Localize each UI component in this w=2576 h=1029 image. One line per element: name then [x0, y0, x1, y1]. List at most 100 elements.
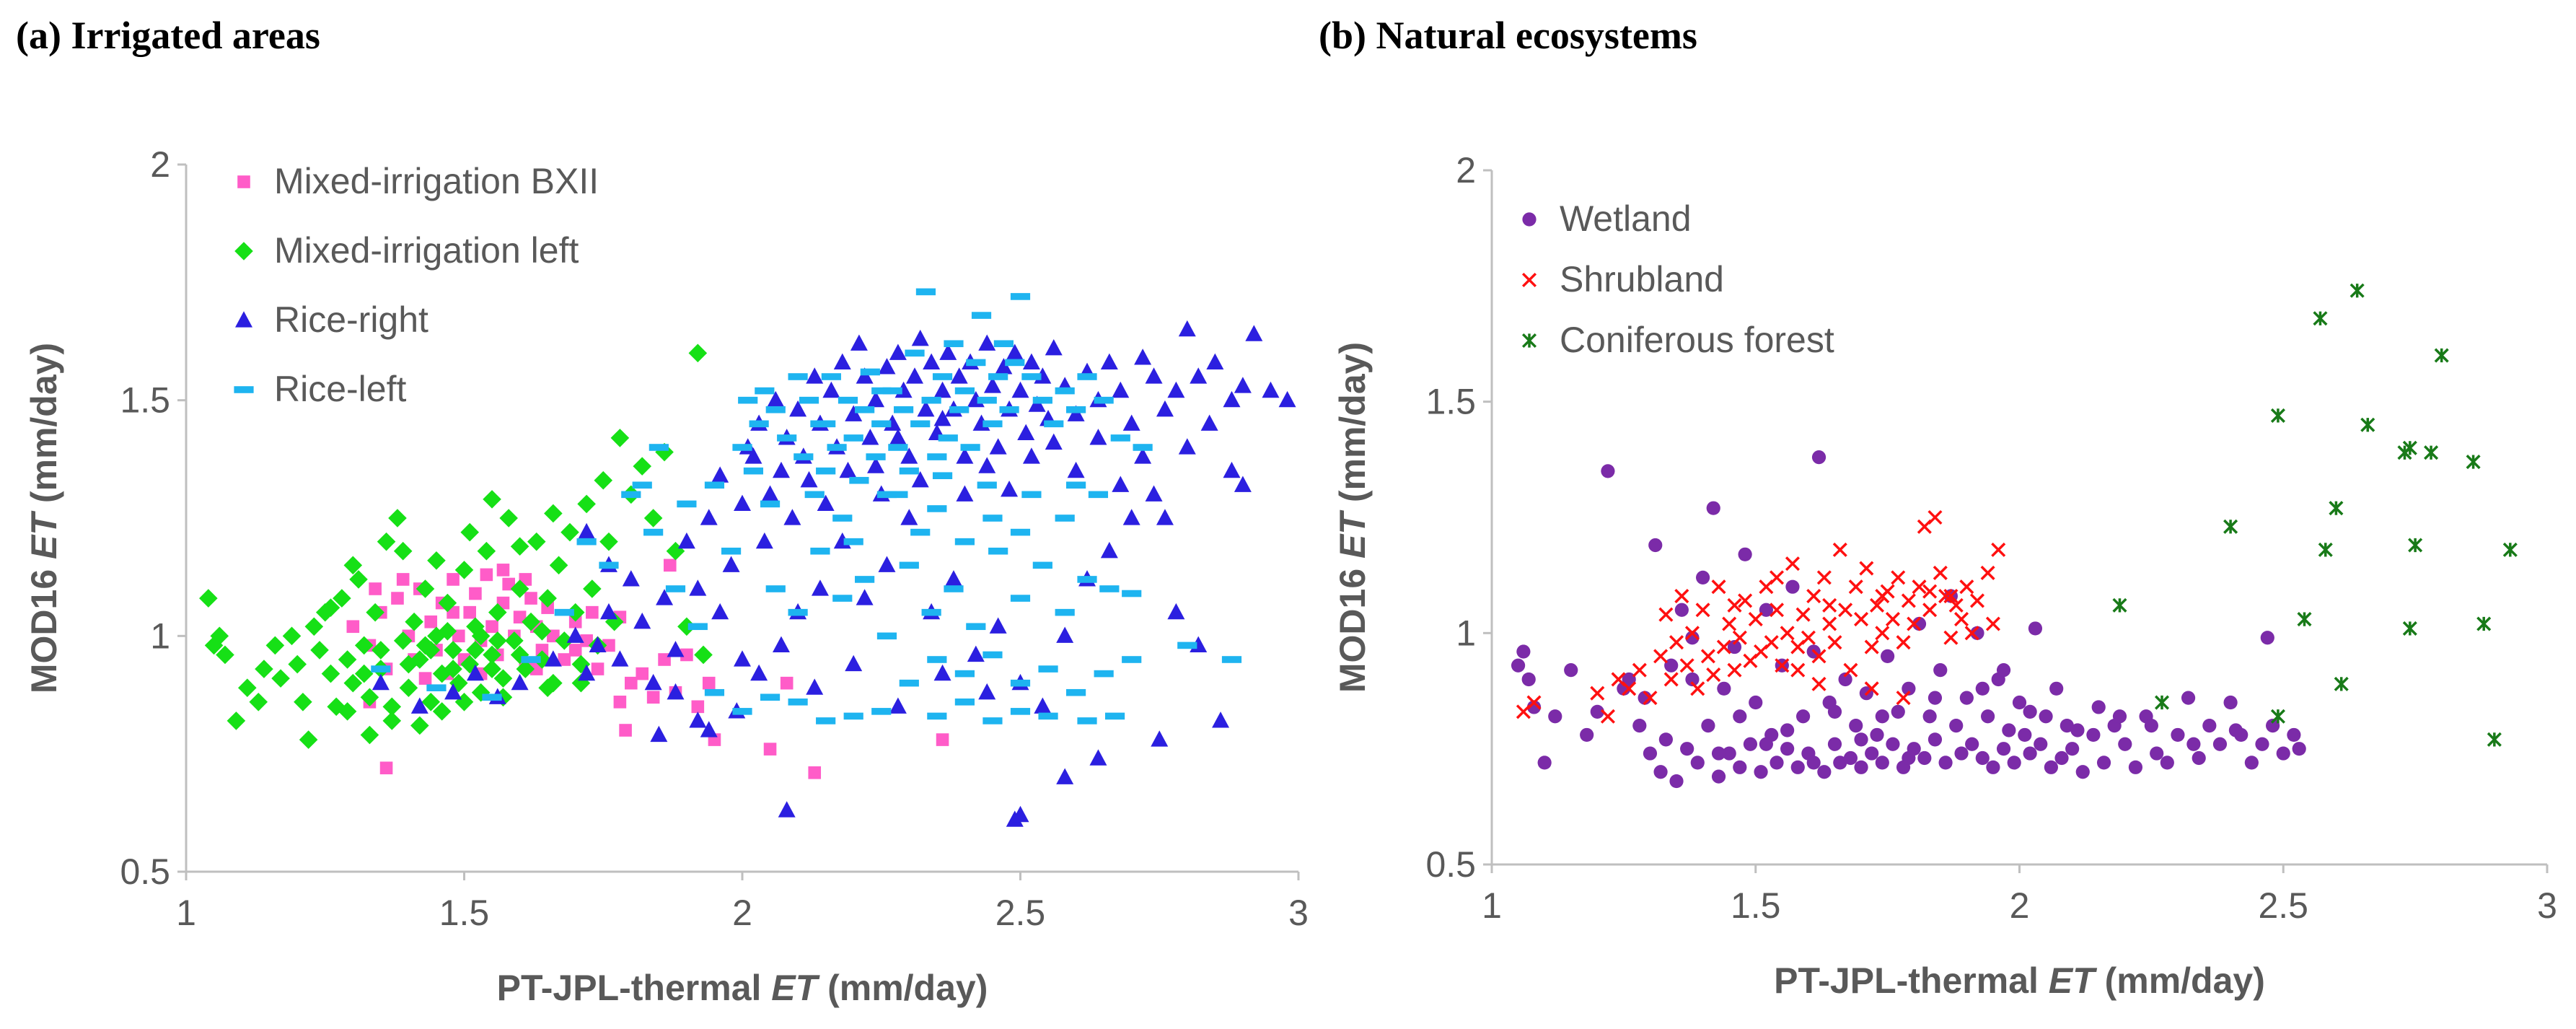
data-point: [780, 676, 794, 690]
data-point: [983, 377, 1001, 393]
data-point: [632, 481, 652, 489]
data-point: [1727, 597, 1742, 613]
data-point: [1975, 750, 1990, 766]
data-point: [966, 359, 986, 367]
data-point: [1156, 400, 1174, 417]
data-point: [1032, 396, 1052, 404]
data-point: [2039, 709, 2053, 724]
chart-natural-ecosystems: 0.511.521 1.5 2 2.5 3PT-JPL-thermal ET (mm/d…: [1332, 150, 2557, 1001]
data-point: [1764, 635, 1779, 650]
data-point: [379, 761, 393, 775]
data-point: [1005, 359, 1025, 367]
data-point: [1864, 639, 1879, 654]
data-point: [667, 641, 685, 657]
data-point: [2023, 704, 2037, 719]
data-point: [755, 532, 773, 549]
data-point: [772, 636, 790, 652]
data-point: [321, 598, 340, 617]
data-point: [1886, 737, 1900, 751]
y-axis-title: MOD16 ET (mm/day): [1332, 342, 1373, 693]
data-point: [749, 420, 769, 428]
data-point: [750, 664, 768, 681]
data-point: [1664, 658, 1679, 673]
data-point: [343, 673, 363, 693]
data-point: [633, 457, 652, 476]
data-point: [1006, 343, 1024, 360]
data-point: [1648, 538, 1663, 553]
data-point: [822, 381, 840, 398]
data-point: [2329, 501, 2344, 516]
data-point: [388, 509, 407, 527]
data-point: [704, 688, 725, 696]
data-point: [265, 636, 285, 655]
data-point: [888, 444, 908, 451]
data-point: [438, 593, 457, 613]
data-point: [843, 538, 863, 546]
data-point: [1832, 542, 1847, 557]
data-point: [1669, 635, 1684, 650]
data-point: [876, 632, 897, 640]
data-point: [1854, 760, 1868, 774]
data-point: [1954, 612, 1969, 627]
data-point: [1262, 381, 1280, 398]
data-point: [794, 453, 814, 460]
data-point: [1907, 616, 1922, 631]
data-point: [738, 396, 758, 404]
data-point: [876, 491, 897, 499]
data-point: [1881, 649, 1895, 664]
data-point: [871, 708, 892, 715]
data-point: [204, 636, 224, 655]
data-point: [354, 664, 374, 683]
data-point: [346, 620, 360, 634]
data-point: [950, 367, 968, 384]
data-point: [755, 387, 775, 395]
data-point: [589, 636, 607, 652]
data-point: [625, 676, 638, 690]
data-point: [734, 650, 751, 667]
data-point: [1780, 626, 1795, 641]
data-point: [405, 612, 423, 631]
data-point: [452, 629, 465, 643]
data-point: [1722, 616, 1737, 631]
data-point: [432, 702, 452, 721]
data-point: [821, 373, 841, 380]
data-point: [510, 579, 529, 598]
data-point: [2144, 719, 2158, 733]
data-point: [1991, 542, 2006, 557]
data-point: [1775, 658, 1790, 673]
data-point: [622, 570, 640, 587]
data-point: [1011, 381, 1029, 398]
data-point: [1896, 635, 1911, 650]
data-point: [1100, 353, 1118, 369]
data-point: [238, 678, 257, 697]
data-point: [1234, 476, 1252, 492]
data-point: [1711, 769, 1726, 784]
data-point: [721, 547, 742, 555]
data-point: [689, 711, 707, 728]
data-point: [1167, 603, 1185, 620]
data-point: [788, 373, 808, 380]
data-point: [2028, 621, 2043, 636]
data-point: [1674, 588, 1689, 604]
data-point: [1806, 588, 1821, 604]
data-point: [483, 645, 501, 665]
data-point: [899, 561, 919, 569]
data-point: [1816, 570, 1832, 585]
data-point: [971, 312, 992, 319]
data-point: [2154, 695, 2170, 710]
data-point: [1785, 556, 1800, 572]
data-point: [888, 491, 908, 499]
data-point: [1010, 293, 1031, 300]
data-point: [578, 522, 596, 540]
data-point: [1949, 719, 1964, 733]
series-wetland: [1511, 450, 2306, 789]
data-point: [954, 699, 975, 706]
x-tick-label: 3: [1288, 893, 1309, 933]
data-point: [511, 673, 529, 691]
data-point: [510, 537, 529, 556]
data-point: [377, 532, 396, 551]
data-point: [871, 387, 892, 395]
data-point: [702, 676, 716, 690]
data-point: [2297, 612, 2312, 627]
data-point: [983, 420, 1003, 428]
